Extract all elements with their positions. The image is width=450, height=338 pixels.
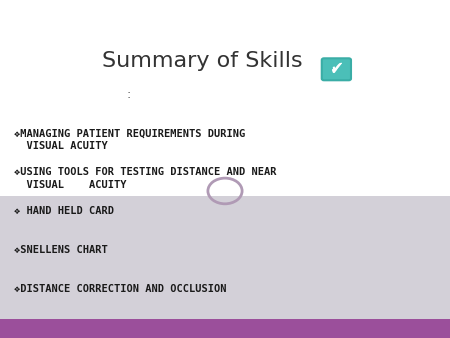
Text: ❖SNELLENS CHART: ❖SNELLENS CHART — [14, 245, 107, 255]
FancyBboxPatch shape — [322, 58, 351, 80]
FancyBboxPatch shape — [0, 196, 450, 319]
Text: ❖USING TOOLS FOR TESTING DISTANCE AND NEAR
  VISUAL    ACUITY: ❖USING TOOLS FOR TESTING DISTANCE AND NE… — [14, 167, 276, 190]
Text: ❖MANAGING PATIENT REQUIREMENTS DURING
  VISUAL ACUITY: ❖MANAGING PATIENT REQUIREMENTS DURING VI… — [14, 128, 245, 151]
Text: ✔: ✔ — [330, 60, 343, 75]
Text: ❖DISTANCE CORRECTION AND OCCLUSION: ❖DISTANCE CORRECTION AND OCCLUSION — [14, 284, 226, 294]
Text: ✓: ✓ — [328, 60, 345, 79]
Text: ❖ HAND HELD CARD: ❖ HAND HELD CARD — [14, 206, 113, 216]
Text: :: : — [126, 88, 130, 101]
FancyBboxPatch shape — [0, 0, 450, 196]
Text: Summary of Skills: Summary of Skills — [102, 51, 303, 71]
FancyBboxPatch shape — [0, 319, 450, 338]
